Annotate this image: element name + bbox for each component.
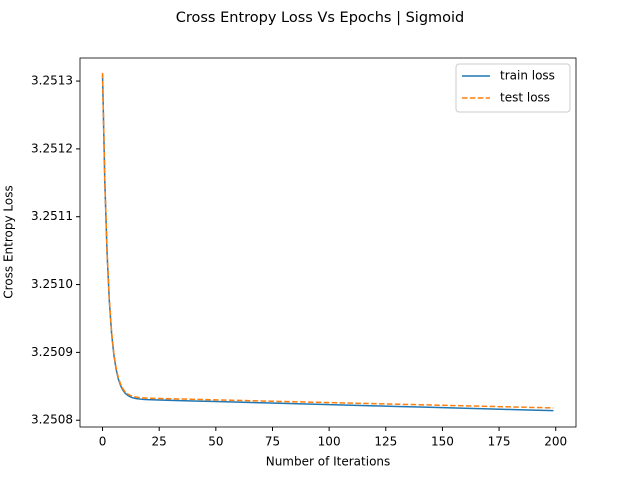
y-tick-label: 3.2509 (31, 345, 73, 359)
legend-label: train loss (500, 69, 555, 83)
x-tick-label: 100 (318, 435, 341, 449)
legend-label: test loss (500, 91, 550, 105)
y-axis-label: Cross Entropy Loss (2, 185, 16, 298)
chart-title: Cross Entropy Loss Vs Epochs | Sigmoid (176, 10, 465, 26)
x-tick-label: 125 (374, 435, 397, 449)
x-tick-label: 50 (208, 435, 223, 449)
series-line (101, 72, 554, 409)
x-tick-label: 75 (265, 435, 280, 449)
y-tick-label: 3.2512 (31, 141, 73, 155)
x-tick-label: 0 (99, 435, 107, 449)
x-tick-label: 175 (488, 435, 511, 449)
x-tick-label: 150 (431, 435, 454, 449)
plot-frame (79, 57, 577, 428)
y-tick-label: 3.2513 (31, 74, 73, 88)
y-tick-label: 3.2511 (31, 209, 73, 223)
x-tick-label: 200 (544, 435, 567, 449)
y-tick-label: 3.2510 (31, 277, 73, 291)
y-tick-label: 3.2508 (31, 413, 73, 427)
x-axis-label: Number of Iterations (266, 455, 391, 469)
x-tick-label: 25 (152, 435, 167, 449)
